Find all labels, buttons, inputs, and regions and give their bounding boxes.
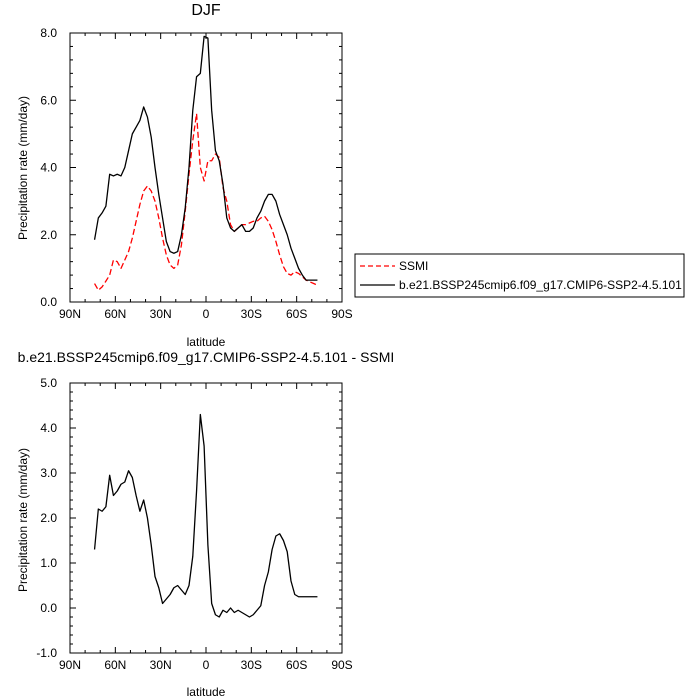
top-chart-title: DJF xyxy=(191,2,221,19)
legend-label-model: b.e21.BSSP245cmip6.f09_g17.CMIP6-SSP2-4.… xyxy=(399,278,682,292)
x-tick-label: 90S xyxy=(331,307,352,321)
x-tick-label: 60S xyxy=(286,658,307,672)
bottom-chart-panel: b.e21.BSSP245cmip6.f09_g17.CMIP6-SSP2-4.… xyxy=(16,349,394,699)
legend-label-ssmi: SSMI xyxy=(399,259,428,273)
top-chart-plot-frame xyxy=(69,32,343,303)
x-tick-label: 30N xyxy=(150,658,172,672)
top-chart-y-axis-label: Precipitation rate (mm/day) xyxy=(16,96,30,240)
x-tick-label: 30S xyxy=(241,307,262,321)
x-tick-label: 30N xyxy=(150,307,172,321)
top-chart-x-axis-label: latitude xyxy=(187,335,226,349)
bottom-chart-x-axis-label: latitude xyxy=(187,685,226,699)
x-tick-label: 0 xyxy=(203,658,210,672)
x-tick-label: 60S xyxy=(286,307,307,321)
y-tick-label: 0.0 xyxy=(40,601,57,615)
y-tick-label: 4.0 xyxy=(40,161,57,175)
top-chart-series xyxy=(93,35,318,291)
x-tick-label: 60N xyxy=(104,307,126,321)
bottom-chart-title: b.e21.BSSP245cmip6.f09_g17.CMIP6-SSP2-4.… xyxy=(18,349,395,365)
x-tick-label: 30S xyxy=(241,658,262,672)
top-chart-panel: DJF Precipitation rate (mm/day) latitude… xyxy=(16,2,353,349)
y-tick-label: 2.0 xyxy=(40,228,57,242)
bottom-chart-y-axis-label: Precipitation rate (mm/day) xyxy=(16,448,30,592)
y-tick-label: 5.0 xyxy=(40,376,57,390)
x-tick-label: 90S xyxy=(331,658,352,672)
top-chart-series-line-model xyxy=(93,35,318,281)
y-tick-label: 1.0 xyxy=(40,556,57,570)
bottom-chart-plot-frame xyxy=(69,382,343,654)
top-chart-tick-labels: 90N 60N 30N 0 30S 60S 90S 0.0 2.0 4.0 6.0 8.0 xyxy=(40,26,352,321)
top-chart-legend: SSMI b.e21.BSSP245cmip6.f09_g17.CMIP6-SS… xyxy=(354,253,685,298)
bottom-chart-ticks xyxy=(69,382,343,654)
top-chart-series-line-ssmi xyxy=(93,113,318,291)
legend-box xyxy=(354,253,685,298)
y-tick-label: 4.0 xyxy=(40,421,57,435)
y-tick-label: 3.0 xyxy=(40,466,57,480)
bottom-chart-series-line-difference xyxy=(93,413,318,618)
y-tick-label: 2.0 xyxy=(40,511,57,525)
y-tick-label: 6.0 xyxy=(40,93,57,107)
x-tick-label: 90N xyxy=(59,307,81,321)
y-tick-label: -1.0 xyxy=(36,646,57,660)
y-tick-label: 8.0 xyxy=(40,26,57,40)
x-tick-label: 90N xyxy=(59,658,81,672)
y-tick-label: 0.0 xyxy=(40,295,57,309)
bottom-chart-tick-labels: 90N 60N 30N 0 30S 60S 90S -1.0 0.0 1.0 2.0 3.0 4.0 5.… xyxy=(36,376,352,672)
x-tick-label: 60N xyxy=(104,658,126,672)
x-tick-label: 0 xyxy=(203,307,210,321)
bottom-chart-series xyxy=(93,413,318,618)
